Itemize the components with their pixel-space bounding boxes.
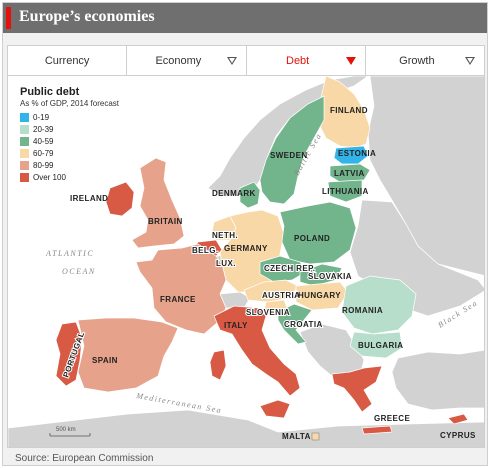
country-france	[135, 243, 227, 335]
scale-bar: 500 km	[49, 427, 91, 437]
tab-bar: Currency Economy Debt Growth	[7, 45, 485, 76]
tab-growth[interactable]: Growth	[366, 46, 484, 75]
tab-debt-label: Debt	[286, 54, 310, 67]
legend-item: 0-19	[20, 112, 140, 123]
country-italy	[213, 305, 301, 397]
label-finland: FINLAND	[330, 106, 368, 115]
country-romania	[341, 275, 417, 335]
label-spain: SPAIN	[92, 356, 118, 365]
country-croatia	[277, 303, 313, 345]
country-sweden	[259, 95, 325, 205]
label-sweden: SWEDEN	[270, 151, 308, 160]
tab-currency[interactable]: Currency	[8, 46, 128, 75]
country-italy-sicily	[259, 399, 291, 419]
country-denmark	[239, 181, 261, 209]
page-title: Europe’s economies	[19, 8, 155, 25]
label-austria: AUSTRIA	[262, 291, 300, 300]
country-turkey	[391, 349, 484, 411]
legend-swatch	[20, 173, 29, 182]
label-britain: BRITAIN	[148, 217, 183, 226]
label-italy: ITALY	[224, 321, 248, 330]
country-malta	[311, 432, 320, 441]
label-luxembourg: LUX.	[216, 259, 236, 268]
scale-bar-label: 500 km	[56, 427, 76, 433]
source-note: Source: European Commission	[15, 453, 154, 464]
legend-label: 80-99	[33, 161, 54, 170]
country-czech-republic	[259, 255, 307, 283]
dropdown-triangle-icon	[465, 57, 475, 65]
label-slovakia: SLOVAKIA	[308, 272, 352, 281]
country-slovakia	[299, 263, 343, 287]
sea-label-ocean: OCEAN	[62, 267, 96, 276]
label-latvia: LATVIA	[334, 169, 365, 178]
legend-label: Over 100	[33, 173, 66, 182]
label-ireland: IRELAND	[70, 194, 108, 203]
tab-economy-label: Economy	[155, 54, 202, 67]
europe-map: ATLANTIC OCEAN Black Sea Baltic Sea Medi…	[7, 76, 485, 448]
label-romania: ROMANIA	[342, 306, 383, 315]
country-latvia	[329, 163, 371, 183]
label-croatia: CROATIA	[284, 320, 323, 329]
legend-item: Over 100	[20, 172, 140, 183]
country-greece	[331, 365, 383, 413]
label-poland: POLAND	[294, 234, 330, 243]
map-canvas: ATLANTIC OCEAN Black Sea Baltic Sea Medi…	[8, 76, 484, 447]
country-ireland	[105, 181, 135, 217]
country-greece-crete	[361, 425, 393, 435]
label-malta: MALTA	[282, 432, 311, 441]
tab-debt[interactable]: Debt	[247, 46, 366, 75]
legend-swatch	[20, 149, 29, 158]
country-cyprus	[447, 413, 469, 425]
label-slovenia: SLOVENIA	[246, 308, 290, 317]
label-bulgaria: BULGARIA	[358, 341, 403, 350]
tab-currency-label: Currency	[44, 54, 90, 67]
country-austria	[243, 279, 299, 303]
legend-item: 40-59	[20, 136, 140, 147]
legend-label: 60-79	[33, 149, 54, 158]
label-france: FRANCE	[160, 295, 196, 304]
legend-swatch	[20, 125, 29, 134]
tab-economy[interactable]: Economy	[127, 46, 247, 75]
country-italy-sardinia	[209, 349, 227, 381]
dropdown-triangle-icon	[226, 57, 237, 65]
legend-swatch	[20, 137, 29, 146]
title-accent	[6, 7, 11, 29]
label-germany: GERMANY	[224, 244, 268, 253]
legend-swatch	[20, 161, 29, 170]
label-hungary: HUNGARY	[298, 291, 341, 300]
dropdown-triangle-icon	[345, 57, 356, 65]
label-estonia: ESTONIA	[338, 149, 376, 158]
label-cyprus: CYPRUS	[440, 431, 476, 440]
legend-label: 20-39	[33, 125, 54, 134]
label-netherlands: NETH.	[212, 231, 238, 240]
country-lithuania	[327, 179, 363, 203]
country-spain	[77, 317, 179, 393]
title-bar: Europe’s economies	[3, 3, 487, 33]
legend-item: 80-99	[20, 160, 140, 171]
country-bulgaria	[349, 331, 403, 359]
country-portugal	[55, 321, 83, 387]
country-britain	[131, 157, 185, 249]
label-belgium: BELG.	[192, 246, 218, 255]
legend-item: 20-39	[20, 124, 140, 135]
label-czech-republic: CZECH REP.	[264, 264, 315, 273]
legend-label: 0-19	[33, 113, 50, 122]
country-north-africa	[8, 409, 484, 447]
tab-growth-label: Growth	[399, 54, 435, 67]
label-lithuania: LITHUANIA	[322, 187, 369, 196]
label-denmark: DENMARK	[212, 189, 256, 198]
legend-subtitle: As % of GDP, 2014 forecast	[20, 99, 120, 108]
legend-title: Public debt	[20, 86, 80, 98]
legend-swatch	[20, 113, 29, 122]
sea-label-atlantic: ATLANTIC	[45, 249, 94, 258]
legend-label: 40-59	[33, 137, 54, 146]
legend-item: 60-79	[20, 148, 140, 159]
country-poland	[279, 201, 357, 265]
country-hungary	[295, 281, 349, 311]
legend: Public debt As % of GDP, 2014 forecast 0…	[20, 86, 140, 184]
label-greece: GREECE	[374, 414, 410, 423]
